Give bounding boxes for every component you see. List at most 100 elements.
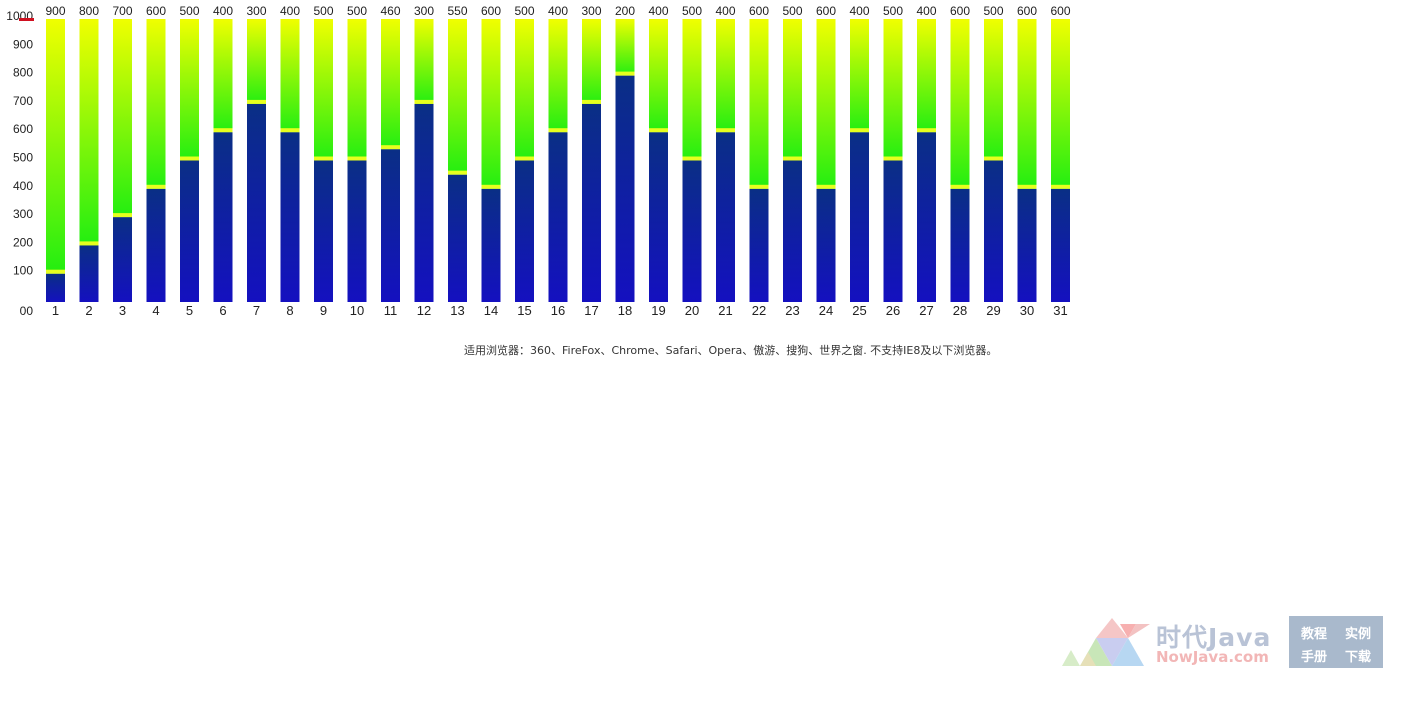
x-tick-label: 4 [152,303,159,318]
bar-top-label: 500 [983,4,1003,18]
watermark-box-item: 实例 [1345,627,1372,642]
x-tick-label: 24 [819,303,833,318]
bar-remainder [548,19,568,133]
bar-value [113,217,132,302]
bar-top-label: 500 [313,4,333,18]
bar-value [548,132,568,302]
watermark-subtitle: NowJava.com [1156,648,1269,666]
nowjava-watermark[interactable]: 时代Java NowJava.com 教程 实例 手册 下载 [1060,616,1390,670]
x-tick-label: 14 [484,303,498,318]
bar-remainder [213,19,233,133]
bar-remainder [481,19,501,189]
bar-top-label: 300 [246,4,266,18]
x-tick-label: 22 [752,303,766,318]
bar-value [984,160,1003,302]
bar-value [917,132,936,302]
bar-top-label: 500 [347,4,367,18]
bar-top-label: 500 [782,4,802,18]
x-tick-label: 28 [953,303,967,318]
bar-remainder [414,19,434,104]
x-tick-label: 23 [785,303,799,318]
bar-remainder [381,19,400,150]
bar-cap [749,184,769,189]
watermark-box-item: 教程 [1301,627,1328,642]
bar-top-label: 600 [816,4,836,18]
bar-top-label: 600 [749,4,769,18]
bar-remainder [984,19,1003,161]
bar-value [180,160,199,302]
bar-value [414,103,434,303]
bar-remainder [682,19,702,161]
triangle-logo-icon [1062,618,1150,666]
bar-remainder [649,19,668,133]
bar-remainder [1051,19,1070,189]
bar-remainder [615,19,635,76]
bar-top-labels: 900 800 700 600 500 400 300 400 500 500 460 300 550 6… [45,4,1070,18]
bar-value [213,132,233,302]
bar-value [816,188,836,302]
bar-remainder [280,19,300,133]
bar-top-label: 400 [648,4,668,18]
x-tick-label: 30 [1020,303,1034,318]
x-tick-label: 2 [85,303,92,318]
bar-value [481,188,501,302]
bar-remainder [783,19,802,161]
y-tick-label: 600 [13,122,33,136]
bar-top-label: 400 [280,4,300,18]
bar-top-label: 500 [682,4,702,18]
bar-remainder [448,19,467,175]
bar-cap [682,156,702,161]
x-tick-label: 16 [551,303,565,318]
bar-value [381,149,400,302]
x-tick-label: 12 [417,303,431,318]
y-tick-label: 400 [13,179,33,193]
bar-cap [280,128,300,133]
bar-cap [46,269,65,274]
y-tick-label: 00 [20,304,34,318]
x-tick-label: 29 [986,303,1000,318]
bar-value [46,273,65,302]
x-tick-label: 11 [384,303,398,318]
bar-cap [716,128,735,133]
watermark-box-item: 手册 [1301,650,1328,665]
x-tick-label: 27 [919,303,933,318]
x-tick-label: 7 [253,303,260,318]
bar-top-label: 800 [79,4,99,18]
bar-cap [247,99,266,104]
bar-value [515,160,534,302]
bar-value [649,132,668,302]
bar-top-label: 550 [447,4,467,18]
bar-cap [816,184,836,189]
x-tick-label: 8 [286,303,293,318]
bar-value [1017,188,1037,302]
bar-cap [113,213,132,218]
bar-remainder [46,19,65,274]
bar-top-label: 600 [146,4,166,18]
bar-cap [481,184,501,189]
bar-value [682,160,702,302]
x-tick-label: 10 [350,303,364,318]
bar-top-label: 600 [1017,4,1037,18]
watermark-box: 教程 实例 手册 下载 [1289,616,1383,668]
bar-remainder [347,19,367,161]
bar-cap [783,156,802,161]
y-tick-label: 200 [13,235,33,249]
bar-value [146,188,166,302]
bar-value [582,103,601,303]
bar-cap [213,128,233,133]
bar-top-label: 600 [481,4,501,18]
x-tick-label: 17 [584,303,598,318]
bar-remainder [1017,19,1037,189]
bar-remainder [79,19,99,246]
bar-value [716,132,735,302]
browser-support-note: 适用浏览器：360、FireFox、Chrome、Safari、Opera、傲游… [464,344,998,357]
y-tick-label: 900 [13,37,33,51]
x-tick-label: 20 [685,303,699,318]
bar-value [247,103,266,303]
bar-cap [414,99,434,104]
bar-remainder [582,19,601,104]
bar-remainder [883,19,903,161]
bar-remainder [314,19,333,161]
